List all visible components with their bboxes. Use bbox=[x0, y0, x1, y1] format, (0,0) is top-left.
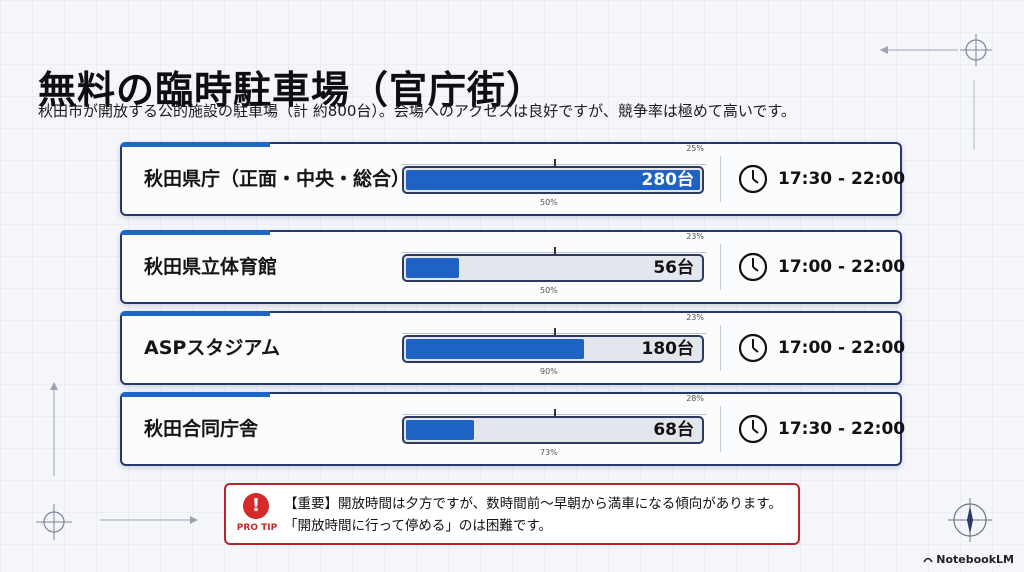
pro-tip-badge: ! PRO TIP bbox=[232, 491, 282, 541]
bar-fill bbox=[406, 420, 474, 440]
notebooklm-logo-icon bbox=[923, 557, 933, 563]
crosshair-top-right-icon bbox=[880, 34, 992, 66]
pro-tip-line: 「開放時間に行って停める」のは困難です。 bbox=[284, 518, 552, 534]
divider bbox=[720, 406, 721, 452]
parking-card: 秋田県立体育館 23% 56台 50% 17:00 - 22:00 bbox=[120, 230, 906, 304]
opening-time: 17:00 - 22:00 bbox=[778, 257, 906, 277]
bar-ruler bbox=[402, 247, 706, 257]
bar-fill bbox=[406, 339, 584, 359]
clock-icon bbox=[738, 252, 768, 282]
divider bbox=[720, 156, 721, 202]
divider bbox=[720, 325, 721, 371]
parking-card: 秋田県庁（正面・中央・総合） 25% 280台 50% 17:30 - 22:0… bbox=[120, 142, 906, 216]
bar-ruler bbox=[402, 159, 706, 169]
parking-name: 秋田合同庁舎 bbox=[144, 418, 259, 440]
capacity-bar: 25% 280台 50% bbox=[402, 144, 706, 207]
vertical-guide-right-icon bbox=[973, 80, 975, 150]
parking-name: 秋田県庁（正面・中央・総合） bbox=[144, 168, 411, 190]
capacity-bar: 28% 68台 73% bbox=[402, 394, 706, 457]
brand-name: NotebookLM bbox=[936, 553, 1014, 566]
page-title: 無料の臨時駐車場（官庁街） bbox=[38, 68, 546, 113]
crosshair-bottom-left-icon bbox=[36, 504, 198, 540]
compass-icon bbox=[948, 498, 992, 542]
arrow-up-left-icon bbox=[50, 382, 58, 476]
bar-track: 68台 bbox=[402, 416, 704, 444]
pct-top-label: 28% bbox=[686, 394, 704, 403]
parking-card: 秋田合同庁舎 28% 68台 73% 17:30 - 22:00 bbox=[120, 392, 906, 466]
bar-track: 280台 bbox=[402, 166, 704, 194]
parking-name: 秋田県立体育館 bbox=[144, 256, 278, 278]
bar-track: 56台 bbox=[402, 254, 704, 282]
clock-icon bbox=[738, 414, 768, 444]
pro-tip-line: 【重要】開放時間は夕方ですが、数時間前〜早朝から満車になる傾向があります。 bbox=[284, 496, 782, 512]
clock-icon bbox=[738, 333, 768, 363]
divider bbox=[720, 244, 721, 290]
pct-bottom-label: 73% bbox=[540, 448, 558, 457]
exclamation-icon: ! bbox=[243, 493, 269, 519]
page-subtitle: 秋田市が開放する公的施設の駐車場（計 約800台）。会場へのアクセスは良好ですが… bbox=[38, 102, 796, 120]
bar-track: 180台 bbox=[402, 335, 704, 363]
brand-label: NotebookLM bbox=[923, 553, 1014, 566]
parking-card: ASPスタジアム 23% 180台 90% 17:00 - 22:00 bbox=[120, 311, 906, 385]
pct-top-label: 23% bbox=[686, 232, 704, 241]
capacity-value: 56台 bbox=[653, 258, 694, 278]
capacity-value: 280台 bbox=[641, 170, 695, 190]
pro-tip-text: 【重要】開放時間は夕方ですが、数時間前〜早朝から満車になる傾向があります。 「開… bbox=[284, 493, 782, 537]
pct-bottom-label: 50% bbox=[540, 198, 558, 207]
bar-ruler bbox=[402, 328, 706, 338]
capacity-value: 68台 bbox=[653, 420, 694, 440]
opening-time: 17:00 - 22:00 bbox=[778, 338, 906, 358]
opening-time: 17:30 - 22:00 bbox=[778, 169, 906, 189]
pro-tip-label: PRO TIP bbox=[236, 523, 278, 533]
bar-fill bbox=[406, 258, 459, 278]
pro-tip-box: ! PRO TIP 【重要】開放時間は夕方ですが、数時間前〜早朝から満車になる傾… bbox=[224, 483, 800, 545]
capacity-bar: 23% 180台 90% bbox=[402, 313, 706, 376]
bar-fill bbox=[406, 170, 700, 190]
opening-time: 17:30 - 22:00 bbox=[778, 419, 906, 439]
parking-name: ASPスタジアム bbox=[144, 337, 280, 359]
clock-icon bbox=[738, 164, 768, 194]
pct-top-label: 23% bbox=[686, 313, 704, 322]
pct-top-label: 25% bbox=[686, 144, 704, 153]
pct-bottom-label: 90% bbox=[540, 367, 558, 376]
pct-bottom-label: 50% bbox=[540, 286, 558, 295]
capacity-value: 180台 bbox=[641, 339, 695, 359]
capacity-bar: 23% 56台 50% bbox=[402, 232, 706, 295]
bar-ruler bbox=[402, 409, 706, 419]
